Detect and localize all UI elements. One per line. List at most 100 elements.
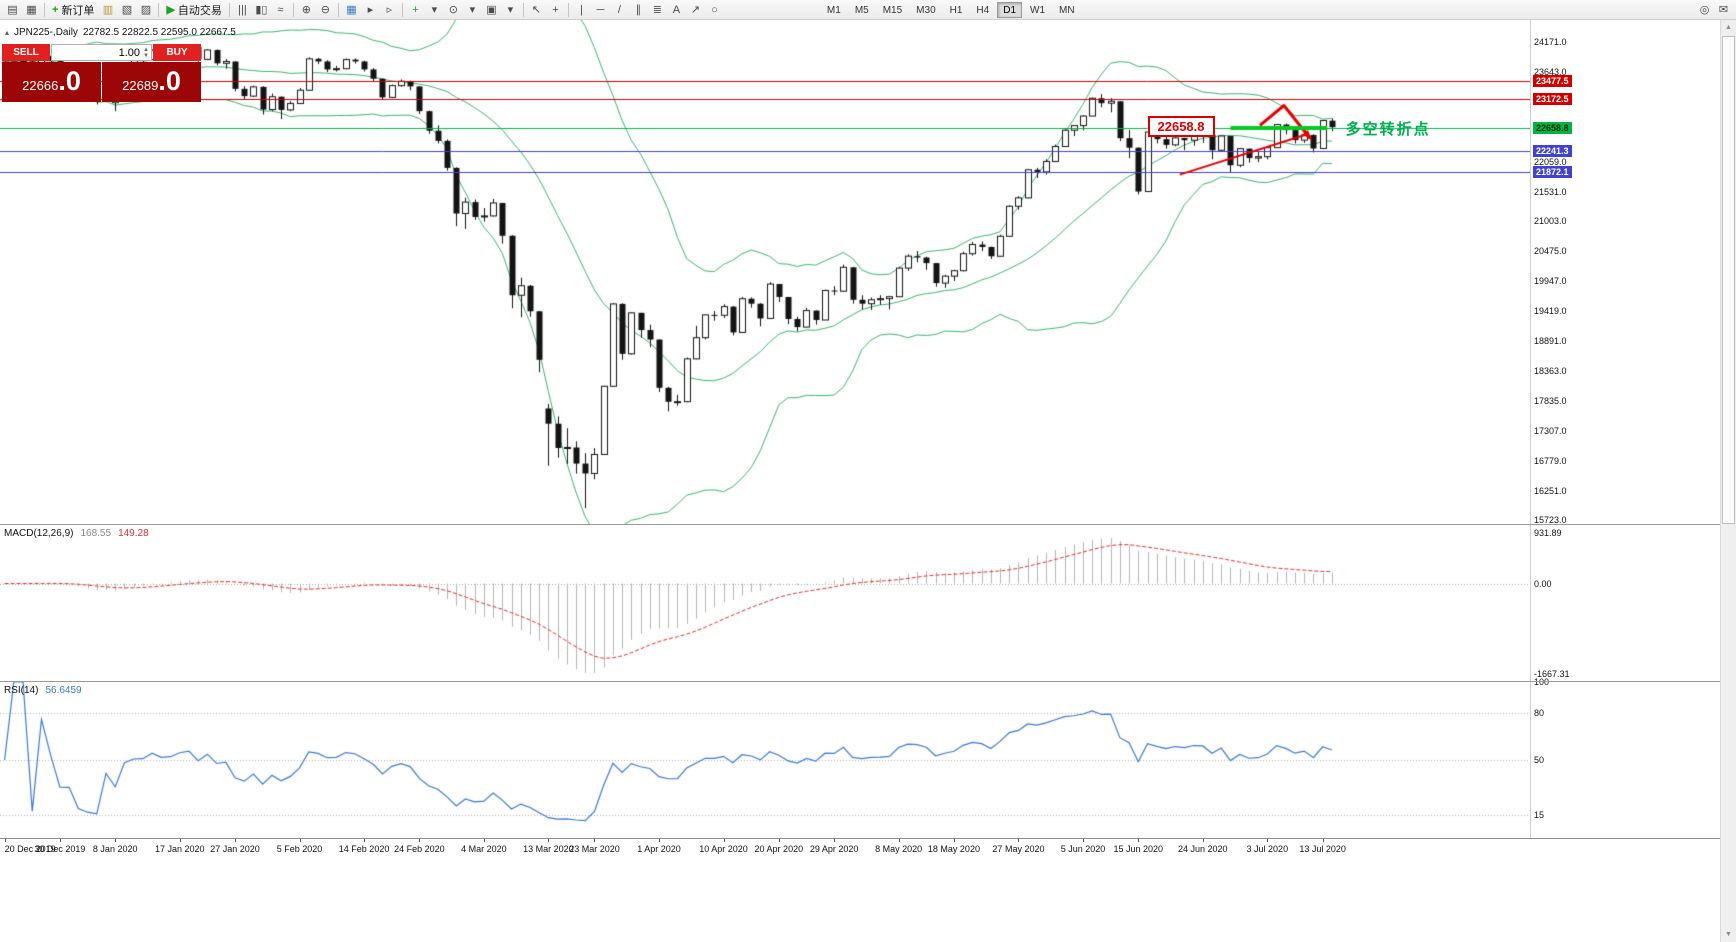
strategy-tester-icon[interactable]: ▨	[140, 4, 152, 16]
annotation-note-text[interactable]: 多空转折点	[1345, 120, 1431, 138]
scrollbar-up-arrow-icon[interactable]: ▲	[1725, 24, 1732, 31]
date-axis-tick	[5, 839, 6, 842]
timeframe-m30-button[interactable]: M30	[916, 4, 936, 16]
date-axis[interactable]: 20 Dec 2019 30 Dec 2019 8 Jan 2020 17 Jan 2…	[0, 838, 1720, 858]
price-axis-label: 16779.0	[1534, 455, 1567, 466]
price-axis[interactable]: 24171.0 23643.0 22059.0 21531.0 21003.0 20475…	[1531, 20, 1720, 858]
new-order-plus-icon: +	[52, 3, 59, 16]
search-icon[interactable]: ◎	[1699, 4, 1710, 16]
price-line-tag: 23172.5	[1533, 92, 1572, 105]
periods-icon[interactable]: ⊙	[448, 4, 459, 16]
indicators-icon[interactable]: +	[412, 3, 419, 16]
lot-size-input[interactable]: 1.00 ▲ ▼	[51, 44, 152, 61]
auto-scroll-icon[interactable]: ▸	[367, 4, 374, 16]
buy-price-display[interactable]: 22689.0	[102, 62, 201, 102]
cursor-icon[interactable]: ↖	[531, 4, 542, 16]
crosshair-icon[interactable]: +	[552, 3, 559, 16]
price-line-tag: 22241.3	[1533, 145, 1572, 158]
zoom-out-icon[interactable]: ⊖	[320, 4, 331, 16]
timeframe-m15-button[interactable]: M15	[882, 4, 903, 16]
autotrading-button-label: 自动交易	[177, 4, 222, 17]
toolbar-separator	[292, 2, 294, 17]
chat-icon[interactable]: ✉	[1718, 4, 1729, 16]
fibonacci-icon[interactable]: ≣	[652, 4, 663, 16]
timeframe-h1-button[interactable]: H1	[949, 4, 963, 16]
timeframe-d1-button[interactable]: D1	[997, 1, 1023, 18]
timeframe-m1-button[interactable]: M1	[826, 4, 841, 16]
market-watch-icon[interactable]: ▥	[102, 4, 114, 16]
arrows-icon[interactable]: ↗	[690, 4, 701, 16]
price-axis-label: 24171.0	[1534, 37, 1567, 48]
macd-name: MACD(12,26,9)	[4, 528, 74, 539]
price-axis-label: 20475.0	[1534, 246, 1567, 257]
toolbar-separator	[228, 2, 230, 17]
vertical-line-icon[interactable]: |	[579, 3, 583, 16]
new-order-button[interactable]: + 新订单	[48, 1, 98, 18]
chart-shift-icon[interactable]: ▹	[386, 4, 393, 16]
autotrading-button[interactable]: ▶ 自动交易	[162, 1, 225, 18]
indicators-dropdown-icon[interactable]: ▾	[431, 4, 438, 16]
trendline-icon[interactable]: /	[617, 3, 621, 16]
timeframe-h4-button[interactable]: H4	[976, 4, 990, 16]
pane-separator[interactable]	[0, 524, 1720, 525]
horizontal-line-icon[interactable]: ─	[596, 3, 605, 16]
price-axis-label: 23643.0	[1534, 66, 1567, 77]
date-axis-label: 8 May 2020	[875, 844, 923, 854]
price-axis-label: 19419.0	[1534, 306, 1567, 317]
timeframe-mn-button[interactable]: MN	[1059, 4, 1075, 16]
spinner-down-icon[interactable]: ▼	[143, 52, 149, 59]
scrollbar-thumb[interactable]	[1722, 36, 1735, 524]
scrollbar-down-arrow-icon[interactable]: ▼	[1725, 931, 1732, 938]
toolbar-separator	[337, 2, 339, 17]
timeframe-m5-button[interactable]: M5	[854, 4, 869, 16]
date-axis-tick	[484, 839, 485, 842]
macd-main-value: 168.55	[80, 528, 112, 539]
toolbar-separator	[401, 2, 403, 17]
shapes-icon[interactable]: ○	[711, 3, 718, 16]
rsi-axis-label: 50	[1534, 755, 1545, 765]
date-axis-label: 3 Jul 2020	[1246, 844, 1289, 854]
date-axis-tick	[1083, 839, 1084, 842]
date-axis-tick	[1203, 839, 1204, 842]
rsi-name: RSI(14)	[4, 685, 39, 696]
rsi-label: RSI(14) 56.6459	[4, 685, 82, 696]
lot-spinner[interactable]: ▲ ▼	[143, 47, 149, 59]
buy-price-prefix: 22689	[122, 78, 159, 93]
candlestick-chart-icon[interactable]: ▮▯	[255, 4, 268, 16]
macd-axis-label: -1667.31	[1534, 668, 1570, 679]
toolbar-separator	[158, 2, 160, 17]
pane-separator[interactable]	[0, 681, 1720, 682]
date-axis-tick	[235, 839, 236, 842]
templates-dropdown-icon[interactable]: ▾	[507, 4, 514, 16]
sell-price-display[interactable]: 22666.0	[2, 62, 101, 102]
macd-indicator-pane[interactable]	[0, 525, 1530, 681]
line-chart-icon[interactable]: ≈	[277, 3, 284, 16]
date-axis-label: 8 Jan 2020	[92, 844, 138, 854]
new-chart-icon[interactable]: ▤	[7, 4, 18, 16]
date-axis-label: 18 May 2020	[927, 844, 980, 854]
price-axis-label: 18891.0	[1534, 336, 1567, 347]
bar-chart-icon[interactable]: |||	[238, 3, 247, 16]
toolbar-separator	[44, 2, 45, 17]
text-label-icon[interactable]: A	[672, 3, 681, 16]
zoom-in-icon[interactable]: ⊕	[301, 4, 312, 16]
tile-windows-icon[interactable]: ▦	[346, 4, 357, 16]
price-annotation-box[interactable]: 22658.8	[1147, 115, 1215, 137]
timeframe-w1-button[interactable]: W1	[1030, 4, 1046, 16]
data-window-icon[interactable]: ▧	[121, 4, 133, 16]
vertical-scrollbar[interactable]: ▲ ▼	[1720, 20, 1736, 942]
date-axis-tick	[1138, 839, 1139, 842]
date-axis-tick	[724, 839, 725, 842]
templates-icon[interactable]: ▣	[486, 4, 497, 16]
equidistant-channel-icon[interactable]: ∥	[635, 4, 642, 16]
chart-profiles-icon[interactable]: ▦	[26, 4, 37, 16]
date-axis-tick	[899, 839, 900, 842]
sell-button[interactable]: SELL	[2, 44, 50, 61]
rsi-indicator-pane[interactable]	[0, 682, 1530, 838]
spinner-up-icon[interactable]: ▲	[143, 46, 149, 53]
periods-dropdown-icon[interactable]: ▾	[469, 4, 476, 16]
date-axis-label: 30 Dec 2019	[34, 844, 86, 854]
buy-button[interactable]: BUY	[153, 44, 201, 61]
price-axis-label: 15723.0	[1534, 515, 1567, 526]
main-price-chart[interactable]	[0, 20, 1530, 524]
